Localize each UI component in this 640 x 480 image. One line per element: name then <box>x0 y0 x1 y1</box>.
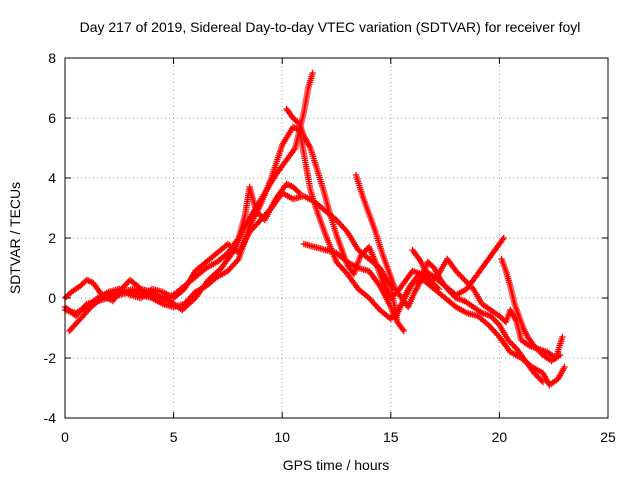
data-point <box>458 273 465 281</box>
x-tick-labels: 0 5 10 15 20 25 <box>61 429 616 445</box>
x-tick-label: 15 <box>383 429 399 445</box>
series-track-c <box>61 189 408 335</box>
data-point <box>507 339 515 347</box>
data-point <box>122 281 130 288</box>
data-point <box>561 363 568 371</box>
data-point <box>539 378 547 386</box>
data-point <box>295 188 302 195</box>
x-tick-label: 25 <box>600 429 616 445</box>
y-tick-label: 8 <box>48 50 56 66</box>
data-point <box>455 270 463 278</box>
data-point <box>460 275 467 282</box>
series-track-d <box>66 69 316 335</box>
y-tick-labels: -4 -2 0 2 4 6 8 <box>44 50 57 426</box>
y-axis-label: SDTVAR / TECUs <box>7 182 23 294</box>
y-tick-label: 6 <box>48 110 56 126</box>
plot-frame <box>64 57 609 419</box>
series-track-b <box>61 180 303 305</box>
data-point <box>500 234 507 242</box>
data-point <box>557 351 564 359</box>
y-tick-label: 0 <box>48 290 56 306</box>
data-points <box>61 69 568 389</box>
data-point <box>309 69 316 77</box>
series-track-i <box>498 255 564 365</box>
x-tick-label: 5 <box>170 429 178 445</box>
data-point <box>435 285 442 293</box>
y-tick-label: -2 <box>44 350 57 366</box>
data-point <box>457 272 464 279</box>
data-point <box>400 327 408 335</box>
series-track-g <box>352 171 547 386</box>
x-tick-label: 10 <box>274 429 290 445</box>
data-point <box>509 341 516 348</box>
x-axis-label: GPS time / hours <box>283 457 390 473</box>
data-point <box>559 333 566 341</box>
data-point <box>461 276 468 284</box>
chart-title: Day 217 of 2019, Sidereal Day-to-day VTE… <box>80 19 581 35</box>
data-point <box>510 342 518 350</box>
y-tick-label: 2 <box>48 230 56 246</box>
data-point <box>493 318 500 326</box>
y-tick-label: -4 <box>44 410 57 426</box>
data-point <box>296 189 303 197</box>
y-tick-label: 4 <box>48 170 56 186</box>
data-point <box>491 317 499 324</box>
x-tick-label: 20 <box>492 429 508 445</box>
x-tick-label: 0 <box>61 429 69 445</box>
